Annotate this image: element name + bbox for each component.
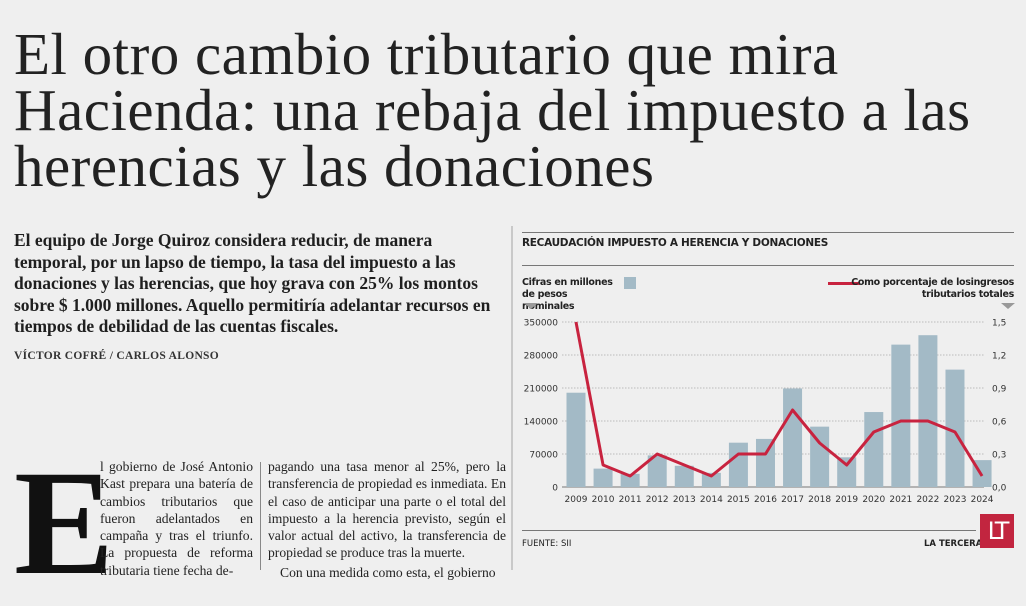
x-tick-label: 2021 (889, 495, 912, 505)
right-tick-label: 0,0 (992, 484, 1007, 494)
triangle-down-icon (1001, 303, 1015, 309)
left-tick-label: 70000 (529, 451, 558, 461)
x-tick-label: 2022 (916, 495, 939, 505)
bar (647, 455, 667, 487)
bar (566, 392, 586, 487)
right-tick-label: 0,6 (992, 418, 1007, 428)
x-tick-label: 2009 (565, 495, 588, 505)
left-tick-label: 350000 (524, 319, 559, 329)
left-tick-label: 0 (552, 484, 558, 494)
legend-bar-swatch (624, 277, 636, 289)
body-column-2: pagando una tasa menor al 25%, pero la t… (268, 458, 506, 581)
x-tick-label: 2018 (808, 495, 831, 505)
bar (674, 465, 694, 487)
right-tick-label: 0,9 (992, 385, 1007, 395)
x-tick-label: 2012 (646, 495, 669, 505)
left-tick-label: 280000 (524, 352, 559, 362)
rule (522, 232, 1014, 233)
right-tick-label: 1,5 (992, 319, 1006, 329)
x-tick-label: 2024 (971, 495, 994, 505)
chart-plot: 0 0,0 70000 0,3 140000 0,6 210000 0,9 280000 1,2 3… (524, 319, 1007, 506)
x-tick-label: 2014 (700, 495, 723, 505)
x-tick-label: 2017 (781, 495, 804, 505)
section-divider (511, 226, 513, 570)
triangle-down-icon (524, 303, 538, 309)
x-tick-label: 2016 (754, 495, 777, 505)
legend-line-swatch (828, 282, 860, 285)
x-tick-label: 2015 (727, 495, 750, 505)
body-paragraph: pagando una tasa menor al 25%, pero la t… (268, 459, 506, 561)
brand-name: LA TERCERA (924, 539, 983, 549)
bar (783, 388, 803, 487)
headline: El otro cambio tributario que mira Hacie… (14, 21, 971, 199)
chart-source: FUENTE: SII (522, 539, 572, 549)
legend-bars: Cifras en millones de pesos nominales (522, 277, 613, 312)
rule (522, 530, 976, 531)
rule (522, 265, 1014, 266)
body-column-1: l gobierno de José Antonio Kast prepara … (100, 458, 253, 579)
bar (728, 442, 748, 487)
body-paragraph: l gobierno de José Antonio Kast prepara … (100, 459, 253, 578)
column-divider (260, 462, 261, 570)
bar (755, 438, 775, 487)
right-tick-label: 0,3 (992, 451, 1006, 461)
bar (701, 472, 721, 487)
x-tick-label: 2011 (619, 495, 642, 505)
bar (891, 344, 911, 487)
percentage-line (574, 321, 984, 478)
bar (810, 426, 830, 487)
byline: VÍCTOR COFRÉ / CARLOS ALONSO (14, 350, 220, 362)
x-tick-label: 2019 (835, 495, 858, 505)
left-tick-label: 210000 (524, 385, 559, 395)
bar (945, 369, 965, 487)
x-tick-label: 2023 (944, 495, 967, 505)
bar (864, 412, 884, 487)
x-tick-label: 2010 (592, 495, 615, 505)
chart-title: RECAUDACIÓN IMPUESTO A HERENCIA Y DONACI… (522, 237, 829, 249)
chart-panel: RECAUDACIÓN IMPUESTO A HERENCIA Y DONACI… (514, 226, 1026, 570)
x-tick-label: 2013 (673, 495, 696, 505)
bar (593, 468, 613, 487)
body-paragraph: Con una medida como esta, el gobierno (280, 564, 496, 580)
bar (620, 473, 640, 487)
left-tick-label: 140000 (524, 418, 559, 428)
right-tick-label: 1,2 (992, 352, 1006, 362)
deck: El equipo de Jorge Quiroz considera redu… (14, 230, 491, 336)
legend-line: Como porcentaje de losingresos tributari… (851, 277, 1014, 300)
bar (837, 457, 857, 487)
la-tercera-logo: LT (980, 514, 1014, 548)
bar (918, 335, 938, 487)
x-tick-label: 2020 (862, 495, 885, 505)
